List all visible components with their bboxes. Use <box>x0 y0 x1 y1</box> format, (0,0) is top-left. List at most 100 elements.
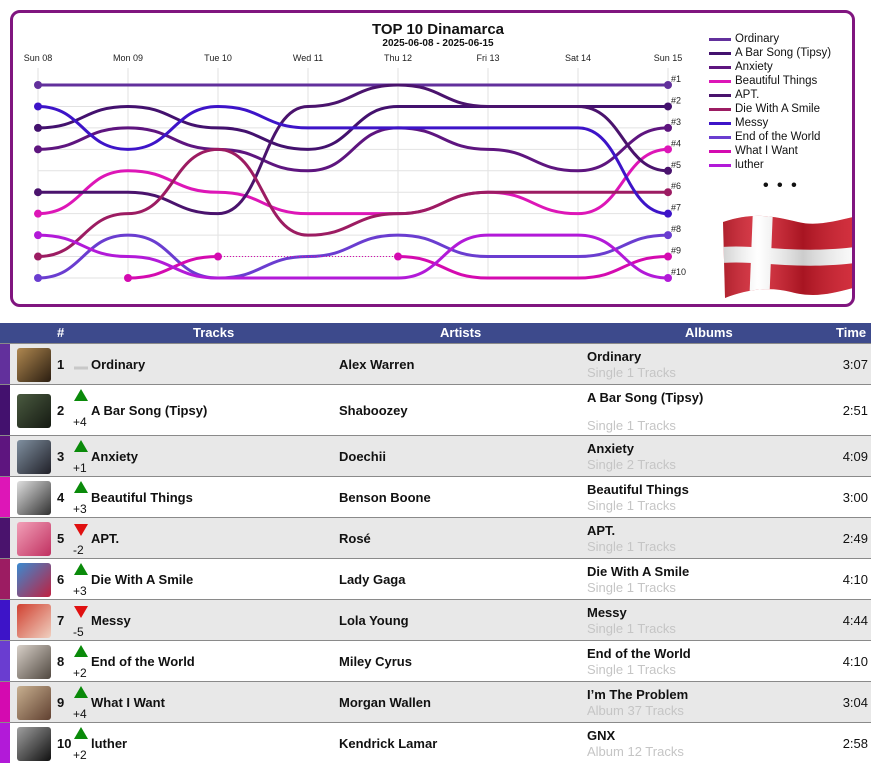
album-name[interactable]: Die With A Smile <box>587 564 690 579</box>
album-cover-image[interactable] <box>17 481 51 515</box>
artist-name[interactable]: Rosé <box>339 531 371 546</box>
artist-name[interactable]: Shaboozey <box>339 403 408 418</box>
series-point[interactable] <box>664 252 672 261</box>
album-cover-image[interactable] <box>17 440 51 474</box>
legend-item[interactable]: Ordinary <box>709 32 849 46</box>
legend-item[interactable]: What I Want <box>709 144 849 158</box>
table-row[interactable]: 9 +4 What I Want Morgan Wallen I’m The Probl… <box>0 681 871 722</box>
track-title[interactable]: What I Want <box>91 695 165 710</box>
artist-name[interactable]: Benson Boone <box>339 490 431 505</box>
album-name[interactable]: Ordinary <box>587 349 642 364</box>
album-cover-image[interactable] <box>17 604 51 638</box>
legend-item[interactable]: Messy <box>709 116 849 130</box>
header-tracks[interactable]: Tracks <box>193 325 235 340</box>
artist-name[interactable]: Kendrick Lamar <box>339 736 438 751</box>
album-name[interactable]: Messy <box>587 605 627 620</box>
legend-swatch <box>709 164 731 167</box>
series-point[interactable] <box>124 274 132 282</box>
artist-name[interactable]: Alex Warren <box>339 357 415 372</box>
rank-up-arrow-icon <box>71 725 91 761</box>
series-point[interactable] <box>34 209 42 218</box>
series-point[interactable] <box>664 81 672 89</box>
legend-item[interactable]: luther <box>709 158 849 172</box>
series-point[interactable] <box>34 252 42 261</box>
header-albums[interactable]: Albums <box>685 325 733 340</box>
chart-title: TOP 10 Dinamarca <box>371 21 505 38</box>
series-point[interactable] <box>34 102 42 111</box>
legend-item[interactable]: Anxiety <box>709 60 849 74</box>
legend-swatch <box>709 80 731 83</box>
album-name[interactable]: I’m The Problem <box>587 687 689 702</box>
legend-item[interactable]: End of the World <box>709 130 849 144</box>
series-point[interactable] <box>34 231 42 240</box>
header-artists[interactable]: Artists <box>440 325 482 340</box>
artist-name[interactable]: Lady Gaga <box>339 572 406 587</box>
album-name[interactable]: Anxiety <box>587 441 634 456</box>
table-row[interactable]: 5 -2 APT. Rosé APT. Single 1 Tracks 2:49 <box>0 517 871 558</box>
album-cover-image[interactable] <box>17 394 51 428</box>
table-row[interactable]: 10 +2 luther Kendrick Lamar GNX Album 12 Trac… <box>0 722 871 763</box>
series-point[interactable] <box>664 166 672 175</box>
series-point[interactable] <box>34 123 42 132</box>
legend-item[interactable]: Die With A Smile <box>709 102 849 116</box>
series-point[interactable] <box>34 188 42 197</box>
series-point[interactable] <box>664 231 672 240</box>
album-cover-image[interactable] <box>17 563 51 597</box>
track-title[interactable]: A Bar Song (Tipsy) <box>91 403 208 418</box>
album-name[interactable]: GNX <box>587 728 616 743</box>
legend-item[interactable]: A Bar Song (Tipsy) <box>709 46 849 60</box>
track-title[interactable]: APT. <box>91 531 120 546</box>
album-cover-image[interactable] <box>17 645 51 679</box>
album-details: Single 1 Tracks <box>587 498 676 513</box>
table-row[interactable]: 4 +3 Beautiful Things Benson Boone Beautiful… <box>0 476 871 517</box>
series-point[interactable] <box>34 274 42 282</box>
album-name[interactable]: Beautiful Things <box>587 482 689 497</box>
table-row[interactable]: 1 Ordinary Alex Warren Ordinary Single 1 Tra… <box>0 343 871 384</box>
series-point[interactable] <box>394 252 402 261</box>
y-tick-label: #2 <box>671 95 681 105</box>
album-cover-image[interactable] <box>17 686 51 720</box>
legend-more-indicator: • • • <box>763 177 799 194</box>
artist-name[interactable]: Doechii <box>339 449 386 464</box>
series-point[interactable] <box>664 102 672 111</box>
series-point[interactable] <box>34 145 42 154</box>
series-point[interactable] <box>664 145 672 154</box>
series-point[interactable] <box>664 123 672 132</box>
track-duration: 3:00 <box>842 490 868 505</box>
legend-swatch <box>709 52 731 55</box>
legend-item[interactable]: Beautiful Things <box>709 74 849 88</box>
rank-change: +1 <box>73 461 87 475</box>
series-line <box>37 147 668 259</box>
rank-change: +2 <box>73 748 87 762</box>
artist-name[interactable]: Miley Cyrus <box>339 654 412 669</box>
table-row[interactable]: 7 -5 Messy Lola Young Messy Single 1 Tracks 4:… <box>0 599 871 640</box>
track-title[interactable]: Die With A Smile <box>91 572 194 587</box>
rank-number: 5 <box>57 531 65 546</box>
series-point[interactable] <box>34 81 42 89</box>
track-title[interactable]: Anxiety <box>91 449 138 464</box>
series-point[interactable] <box>664 209 672 218</box>
series-point[interactable] <box>214 252 222 261</box>
album-name[interactable]: APT. <box>587 523 616 538</box>
track-title[interactable]: Beautiful Things <box>91 490 193 505</box>
table-row[interactable]: 8 +2 End of the World Miley Cyrus End of the… <box>0 640 871 681</box>
table-row[interactable]: 3 +1 Anxiety Doechii Anxiety Single 2 Tracks 4… <box>0 435 871 476</box>
series-point[interactable] <box>664 188 672 197</box>
album-cover-image[interactable] <box>17 727 51 761</box>
track-title[interactable]: Ordinary <box>91 357 146 372</box>
album-name[interactable]: A Bar Song (Tipsy) <box>587 390 704 405</box>
album-name[interactable]: End of the World <box>587 646 691 661</box>
album-cover-image[interactable] <box>17 522 51 556</box>
legend-item[interactable]: APT. <box>709 88 849 102</box>
album-cover-image[interactable] <box>17 348 51 382</box>
artist-name[interactable]: Morgan Wallen <box>339 695 431 710</box>
track-title[interactable]: End of the World <box>91 654 195 669</box>
legend-swatch <box>709 94 731 97</box>
table-row[interactable]: 6 +3 Die With A Smile Lady Gaga Die With A S… <box>0 558 871 599</box>
artist-name[interactable]: Lola Young <box>339 613 409 628</box>
track-title[interactable]: luther <box>91 736 128 751</box>
track-title[interactable]: Messy <box>91 613 131 628</box>
table-row[interactable]: 2 +4 A Bar Song (Tipsy) Shaboozey A Bar Song… <box>0 384 871 435</box>
header-time[interactable]: Time <box>836 325 867 340</box>
series-point[interactable] <box>664 274 672 282</box>
